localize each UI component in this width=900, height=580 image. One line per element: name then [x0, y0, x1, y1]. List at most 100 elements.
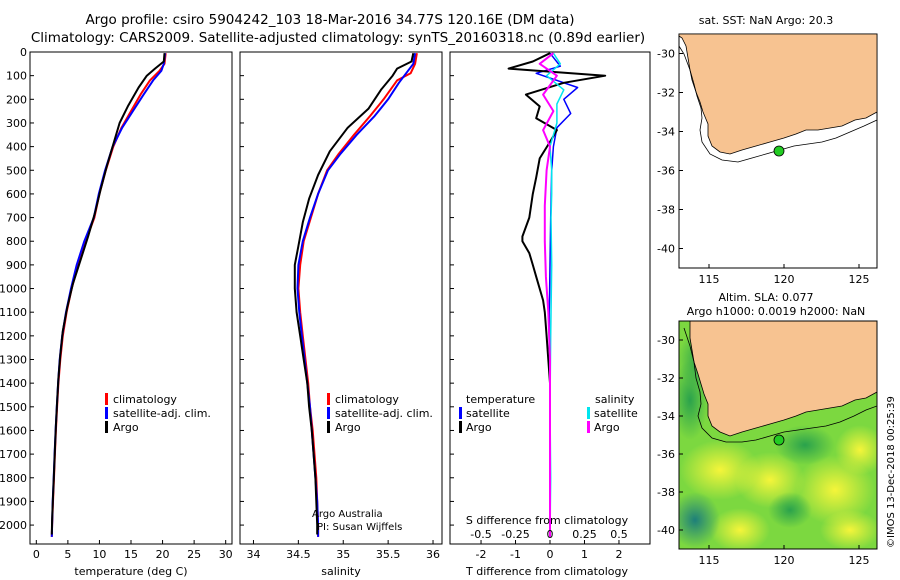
legend-sal-satellite: satellite	[594, 407, 638, 420]
australia-landmass	[678, 33, 878, 155]
map-bottom-axes: -30 -32 -34 -36 -38 -40 115 120 125	[657, 334, 869, 567]
map-bottom-title-2: Argo h1000: 0.0019 h2000: NaN	[687, 305, 866, 318]
salinity-axis-label: salinity	[321, 565, 361, 578]
lon-tick-label: 115	[699, 554, 720, 567]
depth-tick-label: 200	[6, 93, 27, 106]
s-difference-axis-label: S difference from climatology	[466, 514, 629, 527]
legend-climatology: climatology	[113, 393, 177, 406]
x-tick-label: 30	[219, 548, 233, 561]
credit-line-2: PI: Susan Wijffels	[317, 522, 402, 533]
x-tick-label: 34	[246, 548, 260, 561]
salinity-plot: 34 34.5 35 35.5 36	[246, 52, 440, 561]
lat-tick-label: -32	[657, 372, 675, 385]
lat-tick-label: -40	[657, 524, 675, 537]
lat-tick-label: -38	[657, 486, 675, 499]
australia-landmass	[689, 321, 877, 437]
lon-tick-label: 115	[699, 273, 720, 286]
bathymetry-contour	[683, 327, 877, 443]
depth-tick-label: 2000	[0, 519, 27, 532]
depth-tick-label: 400	[6, 141, 27, 154]
depth-tick-label: 900	[6, 259, 27, 272]
depth-tick-label: 500	[6, 164, 27, 177]
depth-tick-label: 700	[6, 212, 27, 225]
depth-tick-label: 1700	[0, 448, 27, 461]
x-tick-label: 1	[581, 548, 588, 561]
difference-legend-salinity: salinity satellite Argo	[587, 393, 638, 434]
depth-tick-label: 800	[6, 235, 27, 248]
x-tick-label: 15	[124, 548, 138, 561]
lat-tick-label: -30	[657, 48, 675, 61]
difference-plot: -2 -1 0 1 2 -0.5 -0.25 0 0.25 0.5	[470, 52, 628, 561]
depth-axis: 0 100 200 300 400 500 600 700 800 900 1000 1100 1200…	[0, 46, 454, 532]
depth-tick-label: 1000	[0, 283, 27, 296]
s-diff-tick-label: 0.5	[610, 528, 628, 541]
map-bottom-title-1: Altim. SLA: 0.077	[718, 291, 813, 304]
t-difference-axis-label: T difference from climatology	[465, 565, 628, 578]
x-tick-label: -2	[476, 548, 487, 561]
depth-tick-label: 1900	[0, 495, 27, 508]
lon-tick-label: 125	[849, 273, 870, 286]
depth-tick-label: 1200	[0, 330, 27, 343]
depth-tick-label: 1400	[0, 377, 27, 390]
credit-line-1: Argo Australia	[312, 509, 383, 520]
x-tick-label: 10	[92, 548, 106, 561]
s-diff-tick-label: 0.25	[572, 528, 597, 541]
legend-temp-argo: Argo	[466, 421, 492, 434]
depth-tick-label: 1100	[0, 306, 27, 319]
temperature-legend: climatology satellite-adj. clim. Argo	[105, 393, 211, 434]
s-diff-tick-label: -0.25	[501, 528, 529, 541]
x-tick-label: 5	[64, 548, 71, 561]
series-line-argo-salinity	[538, 52, 558, 537]
temperature-axis-label: temperature (deg C)	[74, 565, 187, 578]
x-tick-label: 0	[33, 548, 40, 561]
title-line-2: Climatology: CARS2009. Satellite-adjuste…	[31, 30, 645, 46]
lat-tick-label: -38	[657, 204, 675, 217]
map-top-title: sat. SST: NaN Argo: 20.3	[699, 14, 833, 27]
legend-sal-argo: Argo	[594, 421, 620, 434]
title-line-1: Argo profile: csiro 5904242_103 18-Mar-2…	[85, 12, 574, 28]
s-diff-tick-label: -0.5	[470, 528, 491, 541]
depth-tick-label: 1500	[0, 401, 27, 414]
x-tick-label: 20	[156, 548, 170, 561]
legend-temperature-header: temperature	[466, 393, 535, 406]
depth-tick-label: 0	[20, 46, 27, 59]
map-bottom	[679, 321, 877, 549]
legend-climatology: climatology	[335, 393, 399, 406]
depth-tick-label: 100	[6, 70, 27, 83]
lat-tick-label: -34	[657, 410, 675, 423]
depth-tick-label: 1600	[0, 424, 27, 437]
x-tick-label: 35.5	[376, 548, 401, 561]
depth-tick-label: 300	[6, 117, 27, 130]
depth-tick-label: 1300	[0, 354, 27, 367]
lon-tick-label: 125	[849, 554, 870, 567]
map-top	[678, 33, 878, 269]
lat-tick-label: -40	[657, 243, 675, 256]
bathymetry-contour	[678, 45, 878, 163]
series-line-argo	[50, 53, 166, 535]
temperature-plot: 0 5 10 15 20 25 30	[33, 53, 233, 561]
lat-tick-label: -36	[657, 165, 675, 178]
depth-tick-label: 600	[6, 188, 27, 201]
map-top-axes: -30 -32 -34 -36 -38 -40 115 120 125	[657, 48, 869, 287]
float-location-marker	[773, 434, 785, 446]
legend-satellite-adj: satellite-adj. clim.	[335, 407, 433, 420]
temperature-panel-frame	[29, 51, 233, 545]
x-tick-label: -1	[510, 548, 521, 561]
x-tick-label: 2	[615, 548, 622, 561]
lon-tick-label: 120	[774, 273, 795, 286]
lat-tick-label: -34	[657, 126, 675, 139]
depth-tick-label: 1800	[0, 472, 27, 485]
s-diff-tick-label: 0	[547, 528, 554, 541]
x-tick-label: 36	[426, 548, 440, 561]
x-tick-label: 25	[187, 548, 201, 561]
watermark: ©IMOS 13-Dec-2018 00:25:39	[886, 396, 897, 548]
lat-tick-label: -30	[657, 334, 675, 347]
series-line-argo	[293, 52, 415, 535]
legend-argo: Argo	[113, 421, 139, 434]
legend-argo: Argo	[335, 421, 361, 434]
float-location-marker	[773, 145, 785, 157]
salinity-panel-frame	[239, 51, 443, 545]
salinity-legend: climatology satellite-adj. clim. Argo	[327, 393, 433, 434]
difference-legend-temperature: temperature satellite Argo	[459, 393, 535, 434]
